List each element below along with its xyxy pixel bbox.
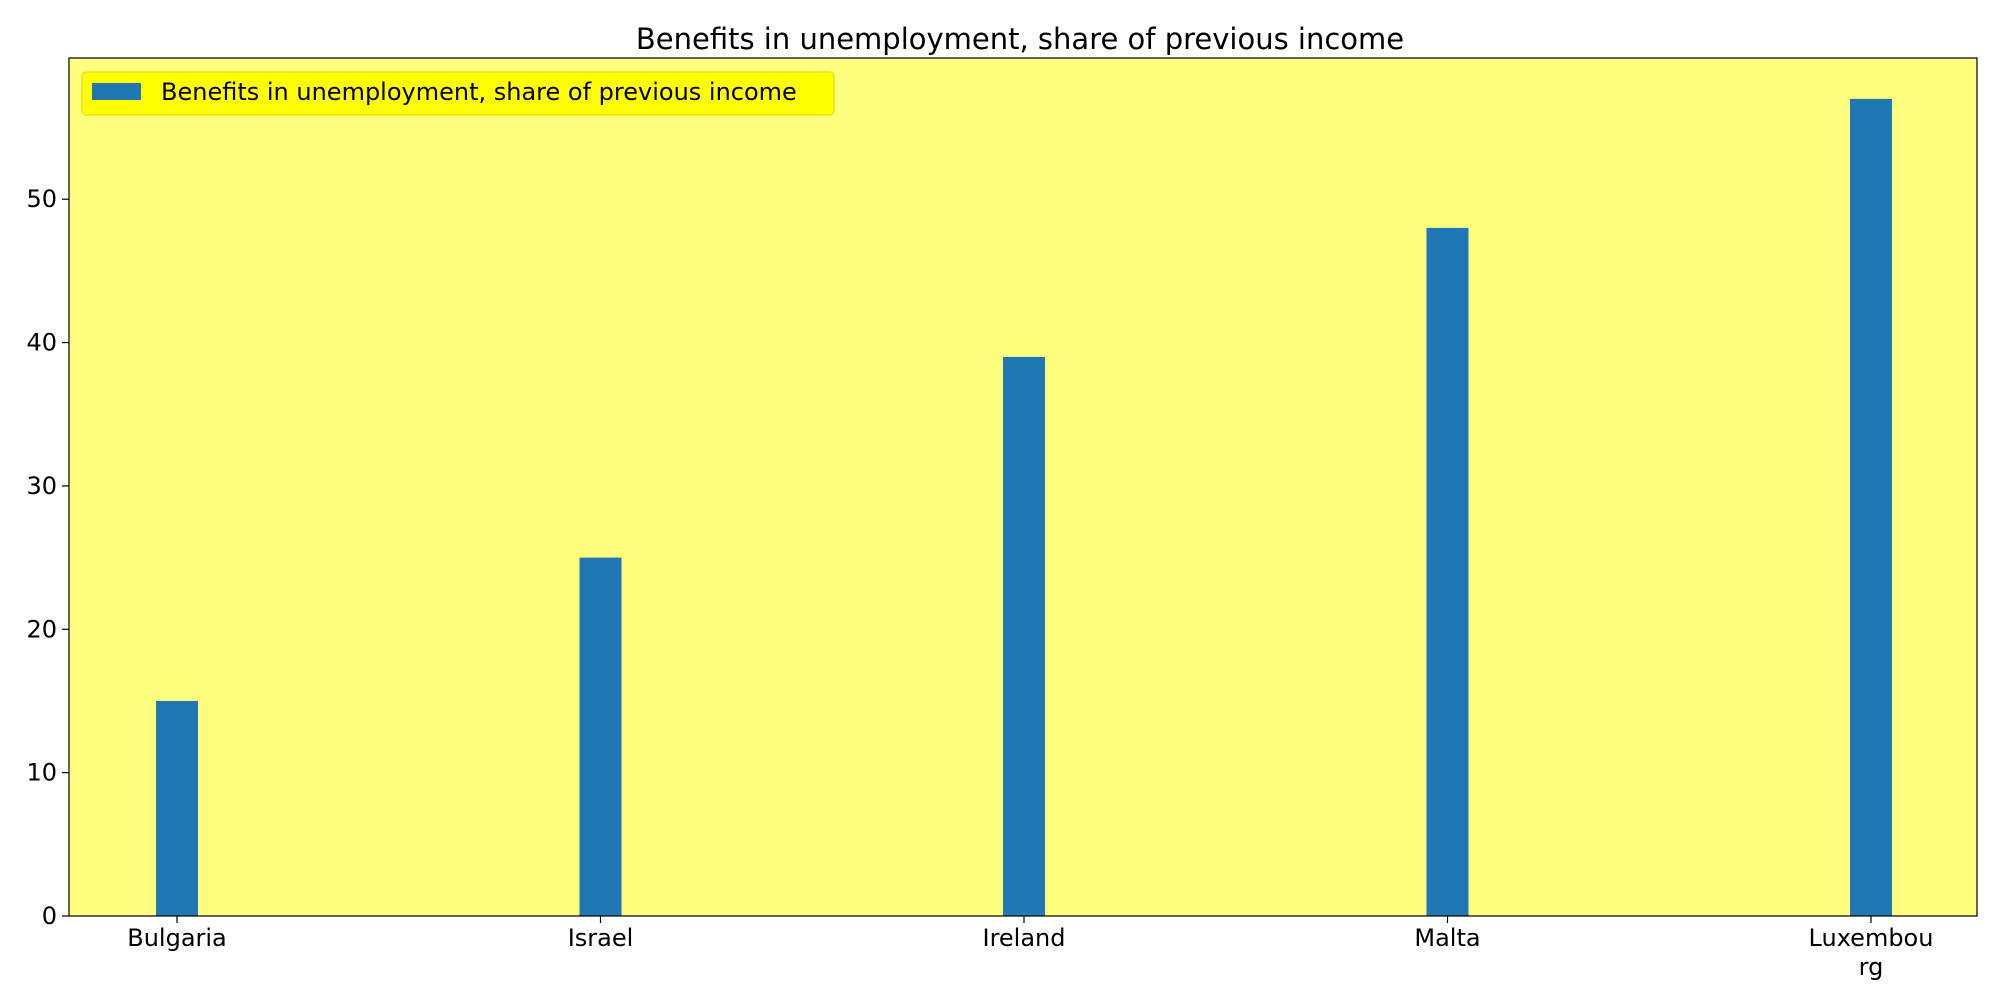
x-tick-label: Bulgaria bbox=[127, 924, 227, 952]
y-tick-label: 50 bbox=[26, 185, 57, 213]
y-axis: 0 10 20 30 40 50 bbox=[26, 185, 69, 930]
legend-swatch bbox=[92, 83, 141, 100]
bars bbox=[156, 98, 1892, 917]
chart-title: Benefits in unemployment, share of previ… bbox=[636, 22, 1404, 56]
x-tick-label: Israel bbox=[568, 924, 634, 952]
y-tick-label: 0 bbox=[42, 902, 57, 930]
y-tick-label: 20 bbox=[26, 615, 57, 643]
bar-israel bbox=[579, 557, 622, 916]
y-tick-label: 10 bbox=[26, 759, 57, 787]
bar-ireland bbox=[1003, 356, 1045, 917]
bar-malta bbox=[1426, 227, 1469, 916]
legend: Benefits in unemployment, share of previ… bbox=[81, 71, 835, 116]
bar-luxembourg bbox=[1850, 98, 1892, 917]
x-tick-label: Ireland bbox=[982, 924, 1065, 952]
plot-frame bbox=[68, 57, 1978, 917]
legend-box bbox=[81, 71, 835, 116]
y-tick-label: 30 bbox=[26, 472, 57, 500]
x-axis: Bulgaria Israel Ireland Malta Luxembou rg bbox=[127, 916, 1933, 981]
x-tick-label: Luxembou rg bbox=[1809, 924, 1934, 981]
y-tick-label: 40 bbox=[26, 329, 57, 357]
bar-bulgaria bbox=[156, 700, 198, 916]
legend-label: Benefits in unemployment, share of previ… bbox=[161, 78, 797, 106]
x-tick-label: Malta bbox=[1414, 924, 1480, 952]
